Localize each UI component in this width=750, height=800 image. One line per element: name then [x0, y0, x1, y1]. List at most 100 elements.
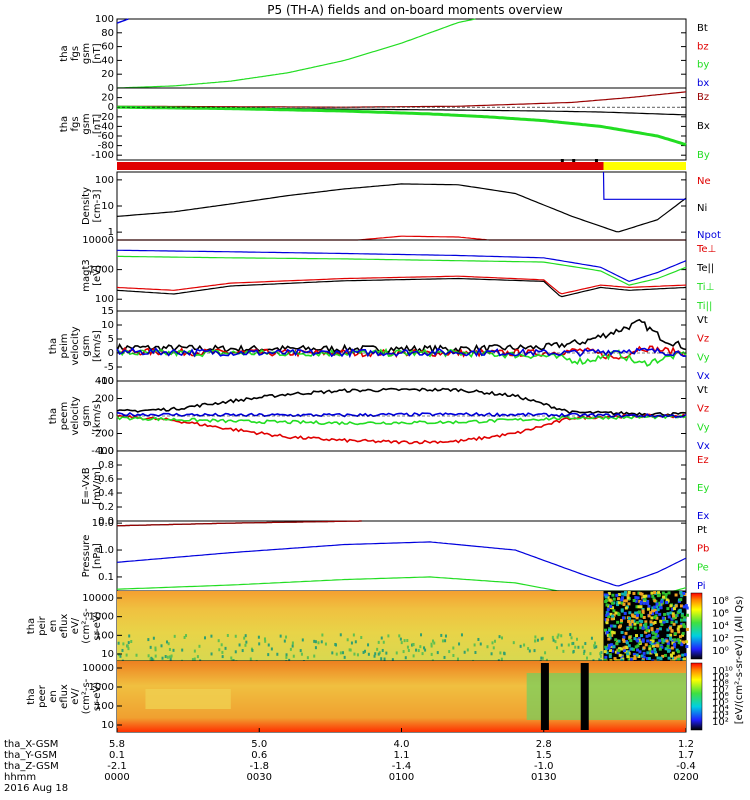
y-tick-label: 1.0: [98, 446, 114, 457]
y-axis-label: [cm-3]: [92, 189, 103, 222]
y-axis-label: tha: [59, 116, 70, 132]
spectrogram-pixel: [285, 635, 288, 639]
spectrogram-pixel: [616, 639, 620, 643]
spectrogram-pixel: [623, 599, 627, 603]
spectrogram-pixel: [306, 656, 309, 660]
y-tick-label: 0: [108, 83, 114, 94]
series-line-Vt: [116, 387, 687, 417]
spectrogram-pixel: [655, 611, 659, 615]
spectrogram-pixel: [610, 644, 614, 648]
y-tick-label: 20: [101, 93, 114, 104]
spectrogram-pixel: [673, 642, 677, 646]
spectrogram-pixel: [473, 643, 476, 647]
spectrogram-pixel: [599, 652, 602, 656]
x-axis-row-label: hhmm: [4, 772, 36, 783]
spectrogram-pixel: [677, 625, 681, 629]
spectrogram-pixel: [161, 656, 164, 660]
spectrogram-pixel: [639, 600, 643, 604]
spectrogram-pixel: [646, 599, 650, 603]
spectrogram-pixel: [669, 611, 673, 615]
spectrogram-pixel: [607, 637, 611, 641]
spectrogram-pixel: [651, 639, 655, 643]
spectrogram-pixel: [626, 596, 630, 600]
spectrogram-pixel: [658, 612, 662, 616]
spectrogram-pixel: [617, 593, 621, 597]
spectrogram-pixel: [590, 636, 593, 640]
spectrogram-pixel: [645, 634, 649, 638]
spectrogram-pixel: [444, 639, 447, 643]
spectrogram-pixel: [606, 595, 610, 599]
spectrogram-pixel: [646, 639, 650, 643]
spectrogram-pixel: [412, 654, 415, 658]
x-axis-row-label: tha_X-GSM: [4, 739, 58, 750]
spectrogram-pixel: [605, 630, 609, 634]
y-tick-label: 10.0: [92, 518, 114, 529]
spectrogram-pixel: [503, 652, 506, 656]
legend-entry: Vt: [697, 315, 708, 326]
y-axis-label: velocity: [70, 396, 81, 435]
spectrogram-pixel: [644, 630, 648, 634]
spectrogram-pixel: [635, 634, 639, 638]
series-line-Vx: [116, 411, 687, 419]
spectrogram-pixel: [620, 658, 624, 662]
x-tick-label: 0130: [531, 772, 556, 783]
spectrogram-pixel: [606, 618, 610, 622]
spectrogram-pixel: [628, 622, 632, 626]
spectrogram-pixel: [498, 635, 501, 639]
spectrogram-pixel: [276, 652, 279, 656]
spectrogram-pixel: [682, 605, 686, 609]
spectrogram-pixel: [346, 638, 349, 642]
series-line-Pe: [116, 576, 687, 592]
spectrogram-pixel: [611, 601, 615, 605]
spectrogram-pixel: [623, 591, 627, 595]
spectrogram-pixel: [421, 652, 424, 656]
legend-entry: Vx: [697, 371, 710, 382]
spectrogram-pixel: [647, 614, 651, 618]
spectrogram-pixel: [633, 656, 637, 660]
spectrogram-pixel: [605, 647, 609, 651]
spectrogram-pixel: [672, 607, 676, 611]
spectrogram-pixel: [283, 639, 286, 643]
series-line-Ni: [116, 183, 687, 233]
series-line-By: [117, 105, 687, 147]
spectrogram-pixel: [645, 657, 649, 661]
colorbar-tick-label: 10⁴: [712, 704, 729, 715]
spectrogram-pixel: [127, 647, 130, 651]
spectrogram-pixel: [512, 641, 515, 645]
spectrogram-pixel: [301, 638, 304, 642]
spectrogram-pixel: [500, 657, 503, 661]
y-tick-label: 10: [101, 201, 114, 212]
spectrogram-pixel: [299, 649, 302, 653]
spectrogram-pixel: [313, 654, 316, 658]
y-axis-label: (cm²-s-: [81, 608, 92, 644]
spectrogram-pixel: [626, 652, 630, 656]
y-axis-label: tha: [26, 688, 37, 704]
spectrogram-pixel: [662, 639, 666, 643]
spectrogram-pixel: [666, 642, 670, 646]
spectrogram-pixel: [167, 642, 170, 646]
x-tick-label: 0.6: [251, 750, 267, 761]
spectrogram-pixel: [135, 653, 138, 657]
spectrogram-pixel: [638, 619, 642, 623]
colorbar-tick-label: 10⁶: [712, 692, 729, 703]
spectrogram-pixel: [611, 630, 615, 634]
y-tick-label: -80: [98, 141, 114, 152]
spectrogram-pixel: [121, 648, 124, 652]
spectrogram-pixel: [682, 591, 686, 595]
spectrogram-pixel: [608, 598, 612, 602]
spectrogram-pixel: [671, 612, 675, 616]
legend-entry: Ti⊥: [696, 282, 714, 293]
spectrogram-pixel: [238, 643, 241, 647]
spectrogram-pixel: [376, 647, 379, 651]
spectrogram-pixel: [675, 648, 679, 652]
spectrogram-pixel: [377, 640, 380, 644]
spectrogram-pixel: [647, 604, 651, 608]
spectrogram-pixel: [165, 640, 168, 644]
spectrogram-pixel: [221, 650, 224, 654]
legend-entry: Vt: [697, 385, 708, 396]
spectrogram-pixel: [629, 620, 633, 624]
spectrogram-pixel: [653, 605, 657, 609]
y-axis-label: tha: [59, 45, 70, 61]
spectrogram-pixel: [605, 621, 609, 625]
spectrogram-pixel: [354, 640, 357, 644]
